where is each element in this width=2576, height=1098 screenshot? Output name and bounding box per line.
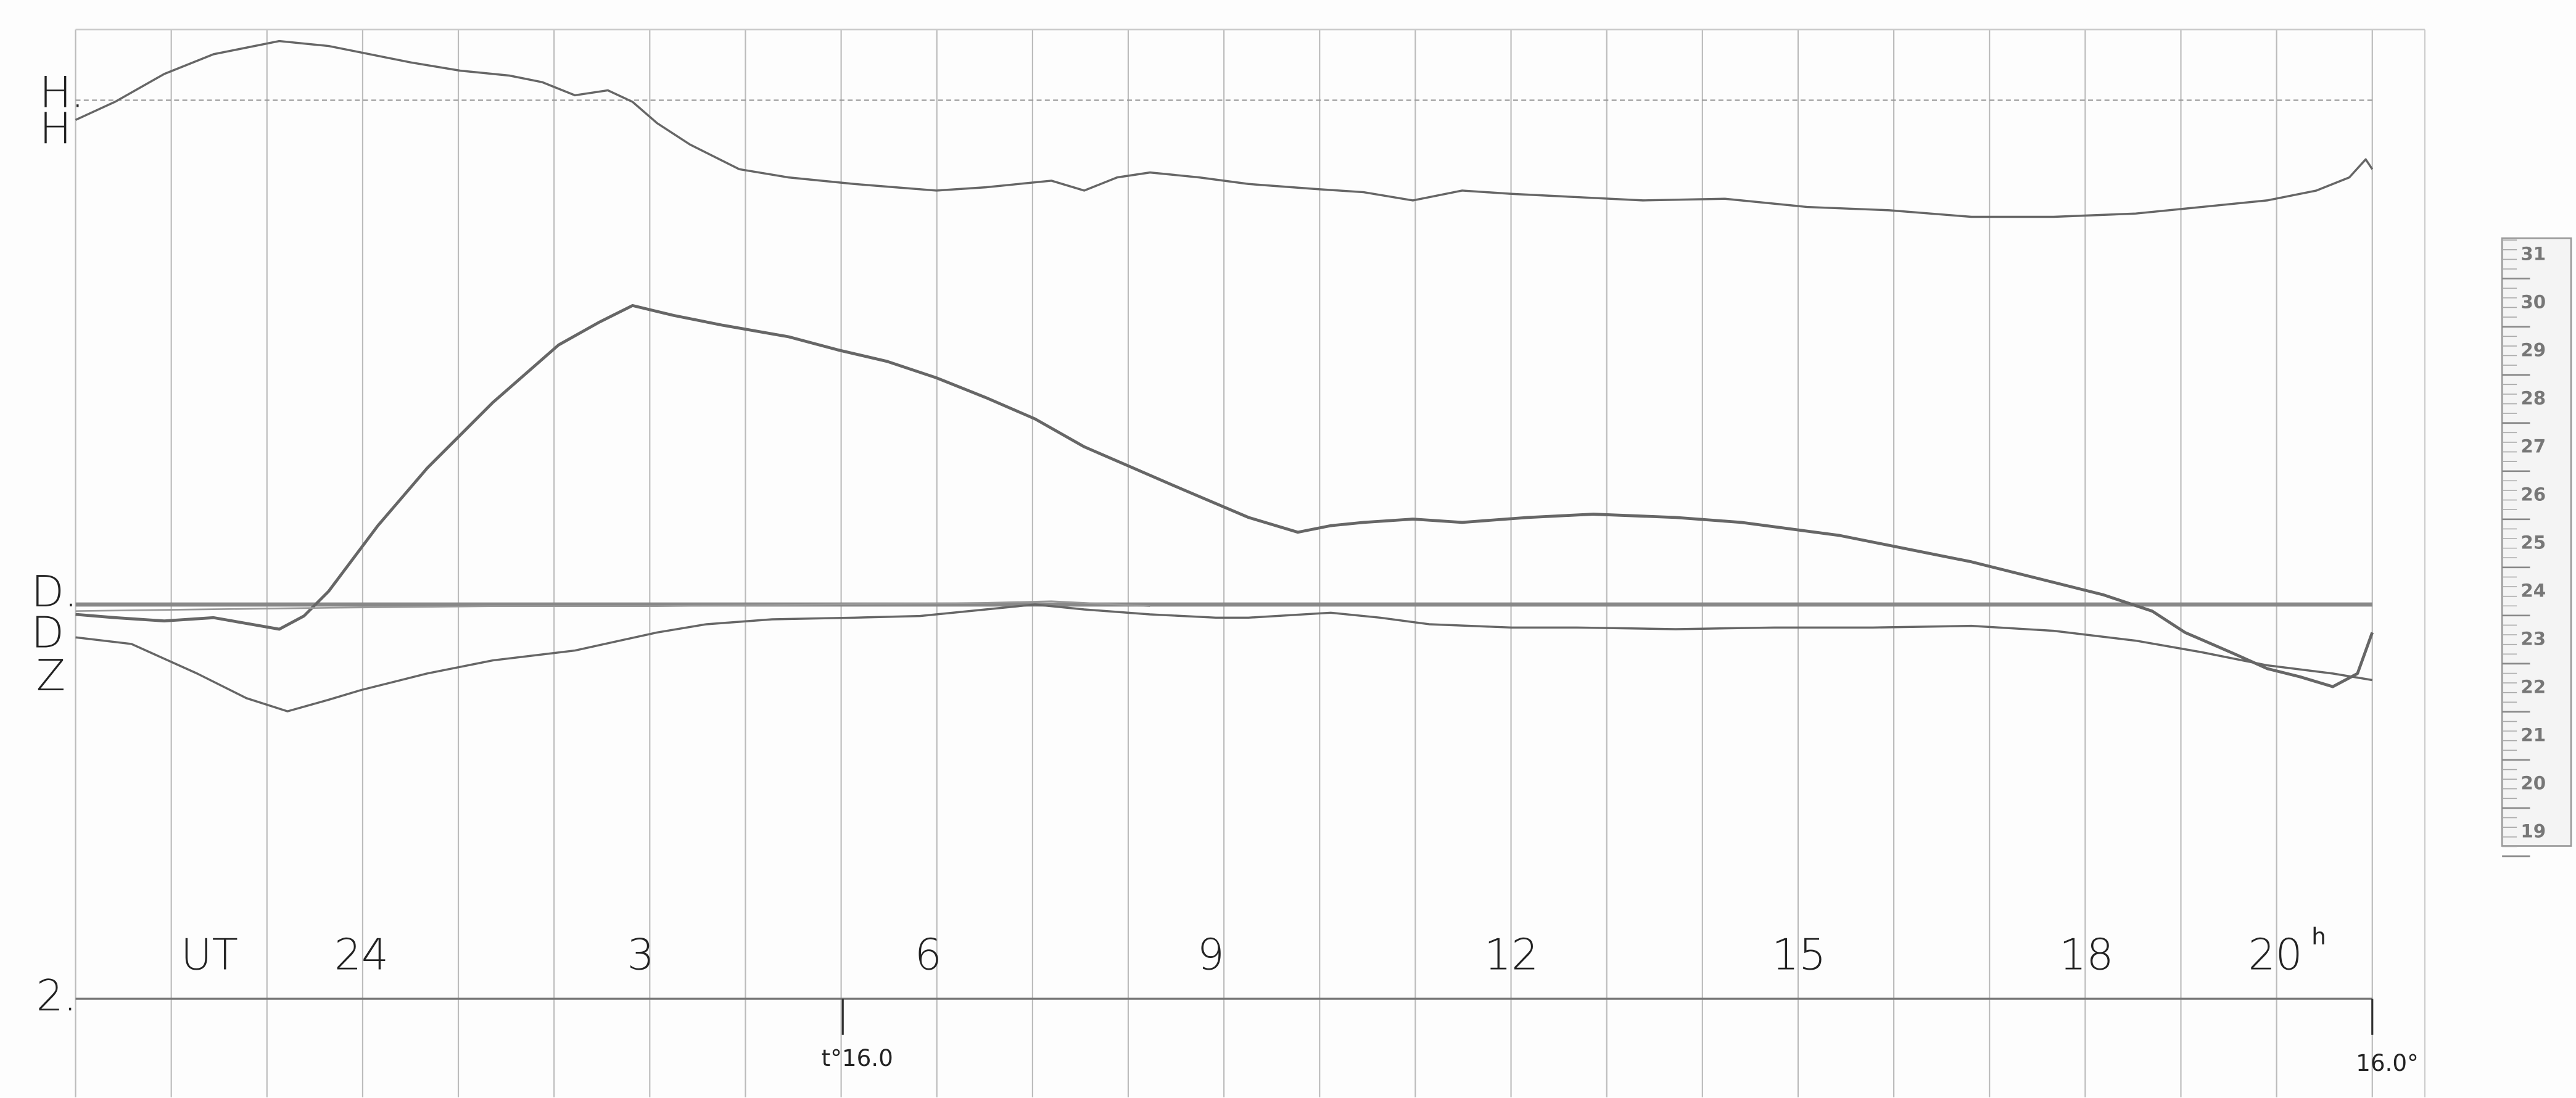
temperature-start: t°16.0 [822, 1044, 893, 1071]
ruler-label: 31 [2520, 243, 2546, 264]
ruler-label: 23 [2520, 629, 2546, 650]
hour-label: 3 [627, 931, 654, 980]
hour-label: 24 [334, 931, 389, 980]
hour-label: 20 [2248, 931, 2303, 980]
ruler-ticks: 31 30 29 28 27 26 25 24 23 22 21 20 19 [2502, 239, 2546, 857]
hour-label: 15 [1772, 931, 1826, 980]
temperature-end: 16.0° [2356, 1049, 2419, 1076]
hour-label: 9 [1197, 931, 1224, 980]
trace-label: D. [31, 568, 78, 617]
grid [75, 29, 2426, 1097]
hour-labels: 24 3 6 9 12 15 18 20 [334, 931, 2303, 980]
hour-unit: h [2311, 923, 2326, 950]
d-trace [75, 303, 2374, 688]
trace-label: Z [36, 651, 65, 701]
ruler-label: 20 [2520, 773, 2546, 794]
time-label: UT [181, 931, 238, 980]
trace-label: H [39, 104, 72, 154]
ruler-label: 30 [2520, 291, 2546, 312]
trace-label: D [31, 609, 64, 658]
ruler-body [2501, 237, 2572, 847]
ruler-label: 29 [2520, 339, 2546, 360]
ruler: 31 30 29 28 27 26 25 24 23 22 21 20 19 [2501, 237, 2572, 857]
ruler-label: 26 [2520, 484, 2546, 505]
hour-label: 12 [1484, 931, 1538, 980]
ruler-label: 21 [2520, 725, 2546, 746]
trace-label: H. [39, 68, 85, 117]
d-secondary-trace [75, 600, 1150, 612]
ruler-label: 24 [2520, 580, 2546, 601]
ruler-label: 27 [2520, 435, 2546, 456]
ruler-label: 19 [2520, 821, 2546, 842]
hour-label: 18 [2059, 931, 2113, 980]
hour-label: 6 [915, 931, 942, 980]
h-trace [75, 39, 2374, 218]
ruler-label: 25 [2520, 532, 2546, 553]
ruler-label: 22 [2520, 677, 2546, 698]
ruler-label: 28 [2520, 387, 2546, 408]
z-trace [75, 603, 2373, 712]
trace-label: 2. [36, 972, 77, 1021]
